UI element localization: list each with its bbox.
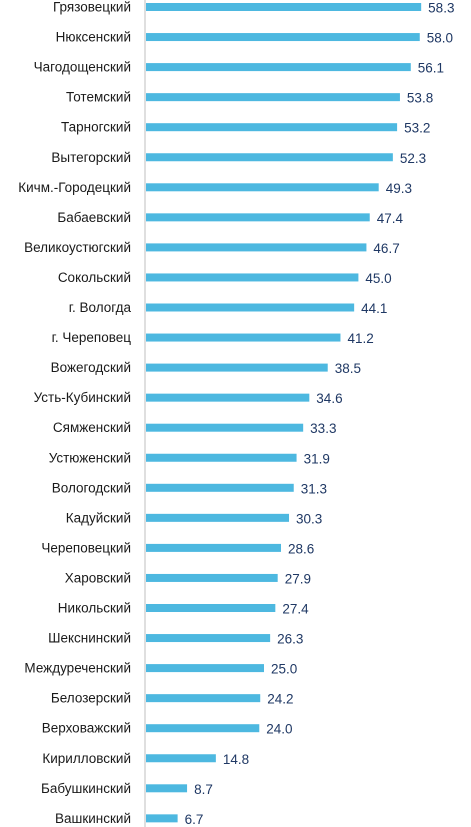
value-label: 46.7	[373, 241, 399, 256]
category-label: Сямженский	[53, 420, 131, 435]
bar	[146, 483, 294, 492]
bar	[146, 3, 422, 11]
bar	[146, 724, 260, 733]
bar	[146, 33, 420, 42]
category-label: Бабаевский	[57, 210, 131, 225]
category-label: Тотемский	[66, 90, 131, 105]
category-label: Вытегорский	[51, 150, 131, 165]
bar	[146, 213, 370, 222]
category-label: Вологодский	[52, 480, 131, 495]
value-label: 49.3	[386, 181, 412, 196]
bar	[146, 694, 261, 703]
value-label: 53.8	[407, 91, 433, 106]
category-label: Сокольский	[58, 270, 131, 285]
bar	[146, 664, 264, 673]
category-label: Великоустюгский	[24, 240, 131, 255]
bar	[146, 423, 304, 432]
bar	[146, 183, 379, 192]
category-label: Харовский	[65, 570, 131, 585]
category-label: Междуреченский	[24, 661, 131, 676]
category-label: Кичм.-Городецкий	[18, 180, 131, 195]
value-label: 52.3	[400, 151, 426, 166]
value-label: 24.0	[266, 722, 292, 737]
bar	[146, 123, 398, 132]
value-label: 31.9	[304, 451, 330, 466]
category-label: Чагодощенский	[34, 60, 131, 75]
bar	[146, 604, 276, 612]
value-label: 33.3	[310, 421, 336, 436]
value-label: 8.7	[194, 782, 213, 797]
value-label: 30.3	[296, 511, 322, 526]
value-label: 24.2	[267, 692, 293, 707]
category-label: Шекснинский	[48, 631, 131, 646]
bar	[146, 153, 393, 162]
bar	[146, 273, 359, 282]
category-label: Верховажский	[42, 721, 131, 736]
value-label: 27.9	[285, 571, 311, 586]
bar	[146, 573, 278, 582]
bar	[146, 363, 328, 372]
category-label: г. Череповец	[52, 330, 132, 345]
category-label: Бабушкинский	[41, 781, 131, 796]
bar	[146, 453, 297, 462]
category-label: Белозерский	[51, 691, 131, 706]
category-label: Усть-Кубинский	[34, 390, 131, 405]
value-label: 28.6	[288, 541, 314, 556]
value-label: 56.1	[418, 61, 444, 76]
bar	[146, 814, 178, 823]
category-label: Вашкинский	[55, 811, 131, 826]
bar	[146, 303, 355, 312]
category-label: Вожегодский	[51, 360, 131, 375]
value-label: 44.1	[361, 301, 387, 316]
value-label: 25.0	[271, 662, 297, 677]
category-label: Никольский	[58, 601, 131, 616]
bar	[146, 93, 400, 102]
value-label: 41.2	[347, 331, 373, 346]
bar	[146, 333, 341, 342]
value-label: 14.8	[223, 752, 249, 767]
value-label: 6.7	[185, 812, 204, 827]
value-label: 47.4	[377, 211, 404, 226]
value-label: 53.2	[404, 121, 430, 136]
category-label: Кадуйский	[66, 510, 131, 525]
value-label: 58.3	[428, 1, 454, 16]
bar	[146, 513, 290, 522]
bar	[146, 393, 310, 402]
value-label: 27.4	[282, 602, 309, 617]
category-label: Тарногский	[61, 120, 131, 135]
category-label: г. Вологда	[69, 300, 132, 315]
value-label: 31.3	[301, 481, 327, 496]
category-label: Кирилловский	[42, 751, 131, 766]
bar	[146, 754, 216, 763]
category-label: Нюксенский	[56, 30, 131, 45]
value-label: 34.6	[316, 391, 342, 406]
bar	[146, 543, 281, 552]
value-label: 58.0	[427, 31, 453, 46]
value-label: 38.5	[335, 361, 361, 376]
category-label: Устюженский	[49, 450, 131, 465]
category-label: Череповецкий	[41, 540, 131, 555]
category-label: Грязовецкий	[53, 0, 131, 15]
value-label: 26.3	[277, 632, 303, 647]
bar	[146, 63, 411, 72]
bar	[146, 784, 188, 793]
value-label: 45.0	[365, 271, 391, 286]
bar	[146, 243, 367, 252]
bar	[146, 634, 271, 643]
